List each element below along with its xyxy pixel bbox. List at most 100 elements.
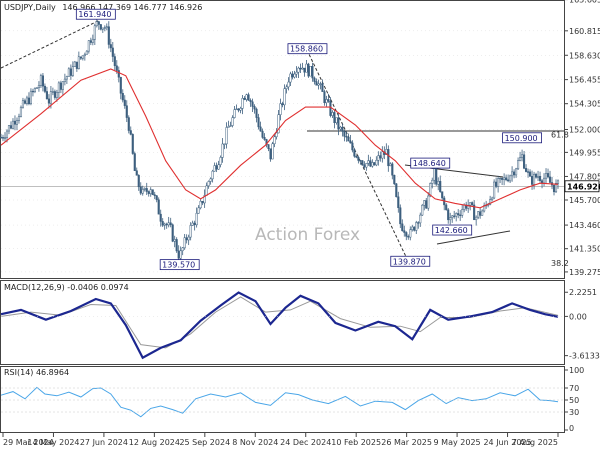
candle-body [69,68,72,76]
price-label: 139.870 [393,257,426,266]
candle-body [399,207,402,225]
candle-body [215,165,218,170]
candle-body [31,90,34,93]
candle-body [375,160,378,166]
candle-body [171,224,174,242]
price-candles [0,17,560,263]
candle-body [241,98,244,109]
candle-body [329,101,332,116]
candle-body [85,50,88,55]
candle-body [331,112,334,116]
price-label-box [287,43,328,55]
candle-body [191,222,194,226]
candle-body [261,130,264,138]
current-price-box [564,180,600,193]
candle-body [9,125,13,129]
candle-body [359,160,362,162]
candle-body [209,178,212,182]
candle-body [51,91,54,93]
candle-body [1,137,5,139]
price-label: 139.570 [162,261,195,270]
price-label: 150.900 [505,134,538,143]
candle-body [533,173,536,185]
candle-body [21,100,25,108]
candle-body [153,194,156,196]
candle-body [475,216,478,221]
candle-body [469,202,472,206]
time-tick-label: 9 May 2025 [434,438,481,447]
candle-body [247,94,250,101]
candle-body [7,125,11,132]
candle-body [45,91,48,100]
candle-body [413,226,416,231]
candle-body [263,137,266,140]
candle-body [113,56,116,67]
price-tick-label: 163.605 [569,0,600,5]
price-tick-label: 158.630 [569,51,600,60]
macd-tick-label: 2.2251 [569,288,597,297]
candle-body [37,85,40,89]
candle-body [163,223,166,226]
macd-tick-label: 0.00 [569,312,587,321]
candle-body [327,99,330,102]
candle-body [303,67,306,73]
candle-body [387,149,390,167]
candle-body [5,130,9,138]
candle-body [299,67,302,70]
price-label-box [159,259,200,271]
candle-body [421,204,424,216]
candle-body [59,82,62,90]
candle-body [269,148,272,160]
candle-body [189,225,192,238]
candle-body [221,143,224,158]
candle-body [183,237,186,249]
candle-body [233,109,236,118]
candle-body [525,168,528,172]
candle-body [33,87,36,92]
candle-body [431,179,434,184]
candle-body [179,250,182,259]
candle-body [255,108,258,118]
candle-body [515,168,518,176]
candle-body [239,108,242,111]
candle-body [319,83,322,85]
candle-body [55,91,58,98]
candle-body [95,21,98,27]
candle-body [145,188,148,192]
candle-body [295,71,298,75]
candle-body [373,162,376,166]
time-tick-label: 10 Feb 2025 [331,438,381,447]
candle-body [203,195,206,204]
candle-body [87,40,90,52]
candle-body [369,160,372,167]
candle-body [123,99,126,106]
candle-body [365,163,368,168]
time-tick-label: 25 Sep 2024 [179,438,230,447]
candle-body [195,212,198,226]
candle-body [556,180,560,184]
candle-body [101,27,104,30]
candle-body [97,21,100,25]
price-label-box [502,132,542,144]
candle-body [167,222,170,226]
candle-body [321,83,324,92]
candle-body [205,185,208,196]
candle-body [89,40,92,43]
candle-body [281,103,284,106]
candle-body [489,199,492,205]
candle-body [351,142,354,151]
candle-body [199,201,202,209]
price-label-box [390,255,431,267]
candle-body [211,170,214,180]
candle-body [554,182,558,193]
candle-body [67,68,70,77]
candle-body [317,83,320,86]
candle-body [405,232,408,237]
candle-body [325,99,328,103]
candle-body [107,26,110,45]
candle-body [117,70,120,78]
candle-body [311,66,314,79]
candle-body [441,191,444,199]
candle-body [435,168,438,185]
candle-body [339,126,342,130]
